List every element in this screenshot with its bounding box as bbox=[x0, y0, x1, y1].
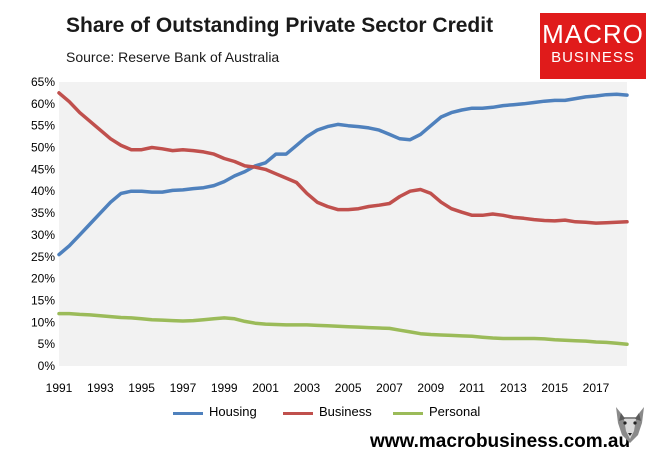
y-tick-label: 20% bbox=[31, 272, 55, 286]
x-tick-label: 2013 bbox=[500, 381, 527, 395]
legend-swatch bbox=[393, 412, 423, 415]
x-tick-label: 1991 bbox=[46, 381, 73, 395]
x-tick-label: 2009 bbox=[417, 381, 444, 395]
legend-label: Personal bbox=[429, 404, 481, 419]
logo-line-2: BUSINESS bbox=[551, 49, 635, 66]
y-tick-label: 5% bbox=[38, 337, 56, 351]
x-axis: 1991 1993 1995 1997 1999 2001 2003 2005 2007 2009… bbox=[46, 381, 610, 395]
y-tick-label: 25% bbox=[31, 250, 55, 264]
y-tick-label: 65% bbox=[31, 75, 55, 89]
line-chart: 0% 5% 10% 15% 20% 25% 30% 35% 40% 45% 50% 55% 60% 65%… bbox=[31, 75, 629, 395]
y-tick-label: 15% bbox=[31, 293, 55, 307]
y-tick-label: 0% bbox=[38, 359, 56, 373]
x-tick-label: 2005 bbox=[335, 381, 362, 395]
x-tick-label: 1999 bbox=[211, 381, 238, 395]
legend-swatch bbox=[283, 412, 313, 415]
y-tick-label: 10% bbox=[31, 315, 55, 329]
y-tick-label: 55% bbox=[31, 119, 55, 133]
y-tick-label: 40% bbox=[31, 184, 55, 198]
x-tick-label: 1993 bbox=[87, 381, 114, 395]
y-tick-label: 30% bbox=[31, 228, 55, 242]
y-axis: 0% 5% 10% 15% 20% 25% 30% 35% 40% 45% 50% 55% 60% 65% bbox=[31, 75, 55, 373]
macro-business-logo: MACRO BUSINESS bbox=[540, 13, 646, 79]
y-tick-label: 35% bbox=[31, 206, 55, 220]
x-tick-label: 1997 bbox=[170, 381, 197, 395]
x-tick-label: 2015 bbox=[541, 381, 568, 395]
chart-legend: Housing Business Personal bbox=[0, 404, 660, 424]
x-tick-label: 1995 bbox=[128, 381, 155, 395]
series-lines bbox=[57, 91, 629, 346]
x-tick-label: 2001 bbox=[252, 381, 279, 395]
x-tick-label: 2007 bbox=[376, 381, 403, 395]
y-tick-label: 60% bbox=[31, 97, 55, 111]
series-line-business bbox=[57, 91, 629, 225]
y-tick-label: 45% bbox=[31, 162, 55, 176]
chart-subtitle: Source: Reserve Bank of Australia bbox=[66, 49, 280, 65]
logo-line-1: MACRO bbox=[542, 19, 644, 49]
series-line-personal bbox=[57, 311, 629, 346]
legend-label: Housing bbox=[209, 404, 257, 419]
x-tick-label: 2011 bbox=[459, 381, 485, 395]
footer-url[interactable]: www.macrobusiness.com.au bbox=[370, 431, 631, 452]
y-tick-label: 50% bbox=[31, 141, 55, 155]
chart-title: Share of Outstanding Private Sector Cred… bbox=[66, 14, 494, 37]
wolf-logo-icon bbox=[616, 407, 644, 443]
x-tick-label: 2017 bbox=[583, 381, 610, 395]
legend-swatch bbox=[173, 412, 203, 415]
legend-label: Business bbox=[319, 404, 372, 419]
x-tick-label: 2003 bbox=[294, 381, 321, 395]
series-line-housing bbox=[57, 92, 629, 257]
